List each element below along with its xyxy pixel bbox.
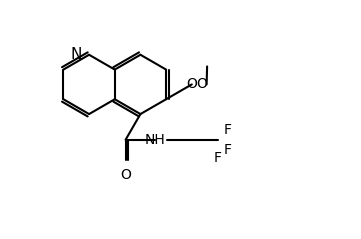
Text: O: O <box>120 168 131 182</box>
Text: O: O <box>186 77 197 91</box>
Text: O: O <box>197 77 208 91</box>
Text: F: F <box>223 143 231 157</box>
Text: N: N <box>71 47 82 62</box>
Text: F: F <box>213 151 222 164</box>
Text: NH: NH <box>145 133 166 147</box>
Text: F: F <box>223 123 231 137</box>
